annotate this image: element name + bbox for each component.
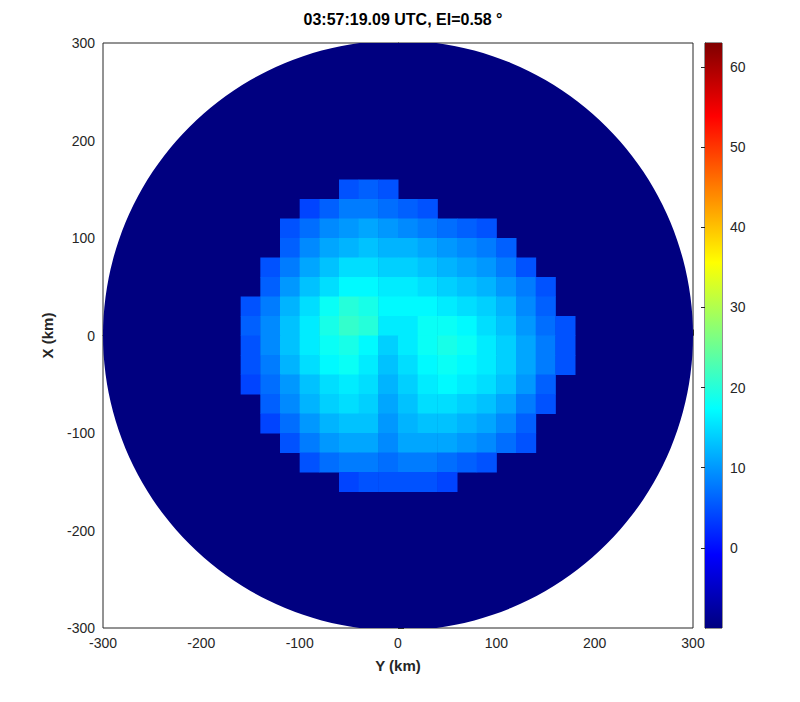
svg-text:-100: -100 <box>286 635 314 651</box>
svg-text:30: 30 <box>730 299 746 315</box>
svg-text:Y (km): Y (km) <box>375 657 421 674</box>
svg-text:300: 300 <box>72 35 96 51</box>
svg-text:0: 0 <box>87 328 95 344</box>
svg-text:X (km): X (km) <box>39 313 56 359</box>
svg-text:60: 60 <box>730 59 746 75</box>
svg-text:200: 200 <box>583 635 607 651</box>
svg-text:0: 0 <box>394 635 402 651</box>
svg-text:20: 20 <box>730 380 746 396</box>
svg-text:-100: -100 <box>67 425 95 441</box>
svg-text:-300: -300 <box>67 620 95 636</box>
svg-text:-200: -200 <box>187 635 215 651</box>
svg-text:0: 0 <box>730 540 738 556</box>
svg-text:-200: -200 <box>67 523 95 539</box>
svg-text:100: 100 <box>72 230 96 246</box>
svg-text:300: 300 <box>681 635 705 651</box>
svg-text:40: 40 <box>730 219 746 235</box>
svg-text:03:57:19.09 UTC, El=0.58 °: 03:57:19.09 UTC, El=0.58 ° <box>304 11 503 28</box>
svg-text:200: 200 <box>72 133 96 149</box>
svg-text:-300: -300 <box>89 635 117 651</box>
svg-text:50: 50 <box>730 139 746 155</box>
svg-text:10: 10 <box>730 460 746 476</box>
svg-text:100: 100 <box>485 635 509 651</box>
